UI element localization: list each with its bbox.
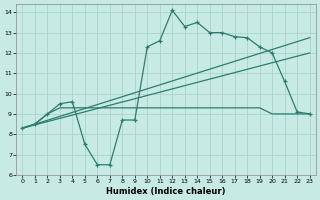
X-axis label: Humidex (Indice chaleur): Humidex (Indice chaleur): [106, 187, 226, 196]
